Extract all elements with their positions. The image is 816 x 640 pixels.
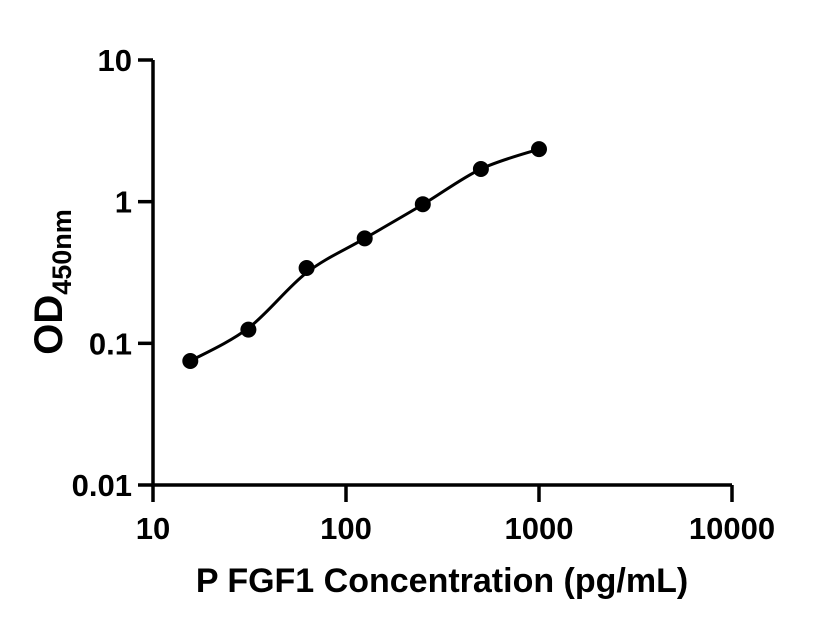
data-points [182,141,547,369]
data-point-marker [356,230,373,247]
y-tick-label: 0.1 [89,326,132,361]
y-axis-title: OD450nm [27,209,77,355]
x-tick-label: 100 [320,511,372,546]
data-point-marker [472,161,489,177]
data-point-marker [531,141,547,158]
x-axis-title: P FGF1 Concentration (pg/mL) [196,562,688,600]
x-tick-label: 10000 [689,511,775,546]
y-axis-title-subscript: 450nm [47,209,77,295]
x-axis-ticks: 10 100 1000 10000 [136,485,775,546]
y-tick-label: 1 [115,185,132,220]
y-axis-ticks: 0.01 0.1 1 10 [72,43,153,503]
data-point-marker [182,353,199,369]
data-point-marker [414,196,431,213]
y-axis-title-main: OD [27,295,71,355]
x-tick-label: 10 [136,511,170,546]
axis-frame [151,60,732,487]
x-tick-label: 1000 [505,511,574,546]
data-point-marker [240,321,257,338]
y-tick-label: 10 [98,43,132,78]
data-point-marker [298,260,315,276]
y-tick-label: 0.01 [72,468,132,503]
